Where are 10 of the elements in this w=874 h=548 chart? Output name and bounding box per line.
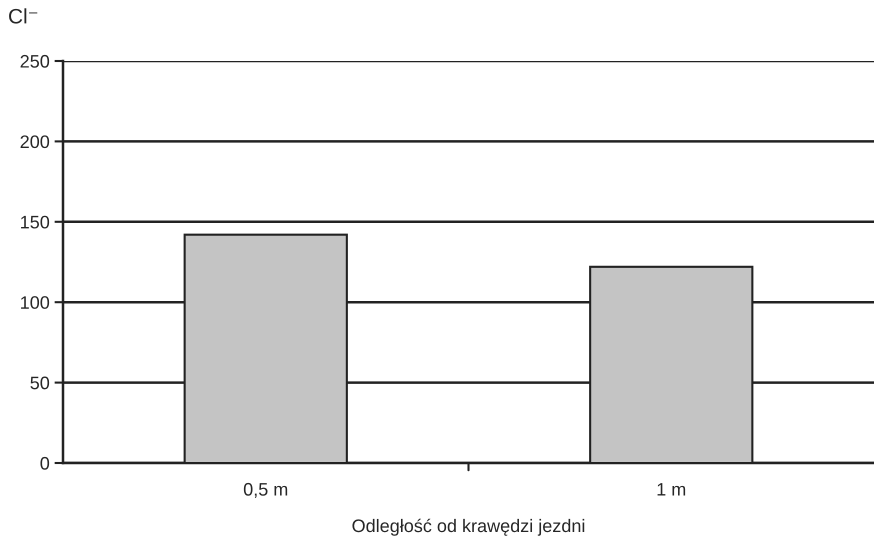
x-axis-title: Odległość od krawędzi jezdni [352, 518, 584, 536]
x-tick-label: 0,5 m [244, 482, 288, 498]
y-tick-label: 100 [21, 296, 50, 309]
y-axis-title: Cl⁻ [9, 8, 38, 24]
y-tick-label: 250 [20, 54, 50, 68]
y-tick-label: 150 [21, 216, 50, 229]
x-tick-label: 1 m [658, 483, 686, 496]
y-tick-label: 0 [40, 456, 50, 470]
y-tick-label: 50 [30, 376, 50, 390]
y-tick-label: 200 [20, 135, 50, 148]
